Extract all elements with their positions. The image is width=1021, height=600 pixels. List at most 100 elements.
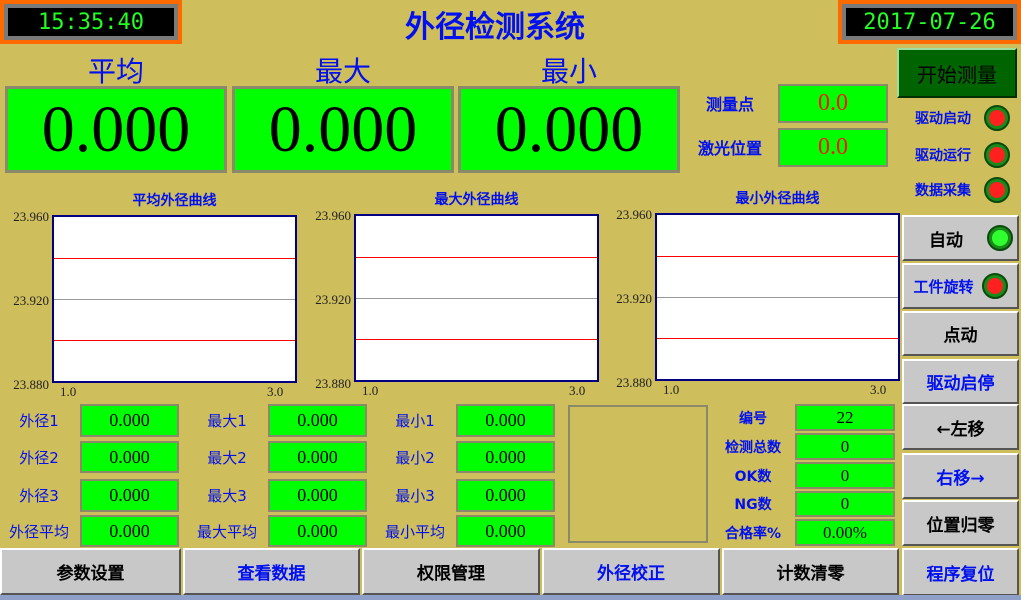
field-label: 最小平均 <box>384 522 445 541</box>
limit-line <box>54 340 295 341</box>
laser-position-label: 激光位置 <box>697 139 762 158</box>
side-button-5[interactable]: 右移→ <box>902 453 1019 499</box>
side-button-6[interactable]: 位置归零 <box>902 500 1019 546</box>
laser-position-value: 0.0 <box>778 128 888 167</box>
field-value: 0.000 <box>268 479 367 512</box>
x-tick-label: 3.0 <box>267 384 284 399</box>
limit-line <box>356 257 597 258</box>
field-label: 外径3 <box>19 487 59 505</box>
x-tick-label: 1.0 <box>60 384 77 399</box>
field-label: 最大1 <box>207 412 247 430</box>
field-value: 0.000 <box>80 441 179 473</box>
chart-plot <box>52 215 297 383</box>
stat-value: 0 <box>795 462 895 489</box>
bottom-button-4[interactable]: 计数清零 <box>722 548 899 595</box>
y-tick-label: 23.880 <box>616 375 652 390</box>
bottom-button-3[interactable]: 外径校正 <box>542 548 720 595</box>
main-label-0: 平均 <box>87 55 144 88</box>
indicator-lamp-icon <box>984 105 1010 131</box>
side-button-3[interactable]: 驱动启停 <box>902 359 1019 404</box>
y-tick-label: 23.960 <box>315 208 351 223</box>
field-label: 外径平均 <box>8 522 69 541</box>
limit-line <box>657 256 898 257</box>
field-label: 最小2 <box>395 448 435 467</box>
indicator-label: 数据采集 <box>915 183 971 199</box>
time-text: 15:35:40 <box>4 4 178 40</box>
field-label: 最小3 <box>395 487 435 505</box>
limit-line <box>356 339 597 340</box>
main-value-2: 0.000 <box>458 86 680 173</box>
field-value: 0.000 <box>80 515 179 547</box>
y-tick-label: 23.920 <box>616 291 652 306</box>
center-line <box>54 299 295 300</box>
chart-plot <box>354 214 599 382</box>
chart-title: 平均外径曲线 <box>132 193 217 209</box>
button-label: 点动 <box>943 326 978 346</box>
button-label: 右移→ <box>936 468 985 489</box>
center-line <box>356 298 597 299</box>
main-label-2: 最小 <box>540 55 597 88</box>
bottom-button-0[interactable]: 参数设置 <box>0 548 181 595</box>
empty-panel <box>568 405 708 543</box>
y-tick-label: 23.920 <box>315 292 351 307</box>
button-label: 位置归零 <box>926 515 995 536</box>
date-text: 2017-07-26 <box>842 4 1017 40</box>
y-tick-label: 23.880 <box>13 377 49 392</box>
stat-label: 编号 <box>739 410 767 427</box>
indicator-label: 驱动启动 <box>915 111 971 127</box>
x-tick-label: 3.0 <box>870 382 887 397</box>
indicator-label: 驱动运行 <box>915 148 971 164</box>
start-measure-button[interactable]: 开始测量 <box>897 48 1017 98</box>
measure-point-value: 0.0 <box>778 84 888 123</box>
field-label: 外径2 <box>19 448 59 467</box>
field-value: 0.000 <box>268 441 367 473</box>
button-label: 自动 <box>929 230 963 251</box>
x-tick-label: 3.0 <box>569 383 586 398</box>
main-value-1: 0.000 <box>232 86 454 173</box>
field-label: 外径1 <box>19 412 59 430</box>
stat-label: OK数 <box>734 468 772 485</box>
bottom-button-1[interactable]: 查看数据 <box>183 548 360 595</box>
side-button-1[interactable]: 工件旋转 <box>902 263 1019 309</box>
side-button-0[interactable]: 自动 <box>902 215 1019 261</box>
app-title: 外径检测系统 <box>405 10 585 45</box>
button-label: ←左移 <box>936 419 985 440</box>
bottom-strip <box>0 595 1021 600</box>
field-value: 0.000 <box>268 404 367 437</box>
field-value: 0.000 <box>80 404 179 437</box>
side-button-2[interactable]: 点动 <box>902 311 1019 356</box>
y-tick-label: 23.960 <box>13 209 49 224</box>
stat-value: 0.00% <box>795 519 895 546</box>
measure-point-label: 测量点 <box>705 95 754 114</box>
main-label-1: 最大 <box>314 55 371 88</box>
field-value: 0.000 <box>456 441 555 473</box>
bottom-button-2[interactable]: 权限管理 <box>362 548 540 595</box>
stat-value: 0 <box>795 433 895 460</box>
side-button-7[interactable]: 程序复位 <box>902 548 1019 596</box>
button-label: 工件旋转 <box>913 277 974 296</box>
center-line <box>657 297 898 298</box>
button-label: 程序复位 <box>926 564 995 585</box>
y-tick-label: 23.920 <box>13 293 49 308</box>
limit-line <box>54 258 295 259</box>
chart-title: 最大外径曲线 <box>434 192 519 208</box>
status-lamp-icon <box>981 273 1008 299</box>
chart-title: 最小外径曲线 <box>735 191 820 207</box>
date-display: 2017-07-26 <box>838 0 1021 44</box>
stat-value: 0 <box>795 491 895 517</box>
main-value-0: 0.000 <box>5 86 227 173</box>
button-label: 驱动启停 <box>926 374 995 394</box>
x-tick-label: 1.0 <box>362 383 379 398</box>
field-value: 0.000 <box>80 479 179 512</box>
field-value: 0.000 <box>456 515 555 547</box>
field-value: 0.000 <box>456 404 555 437</box>
indicator-lamp-icon <box>984 177 1010 203</box>
field-label: 最小1 <box>395 412 435 430</box>
field-label: 最大平均 <box>196 522 257 541</box>
time-display: 15:35:40 <box>0 0 182 44</box>
stat-value: 22 <box>795 404 895 431</box>
x-tick-label: 1.0 <box>663 382 680 397</box>
field-value: 0.000 <box>456 479 555 512</box>
side-button-4[interactable]: ←左移 <box>902 404 1019 450</box>
chart-plot <box>655 213 900 381</box>
